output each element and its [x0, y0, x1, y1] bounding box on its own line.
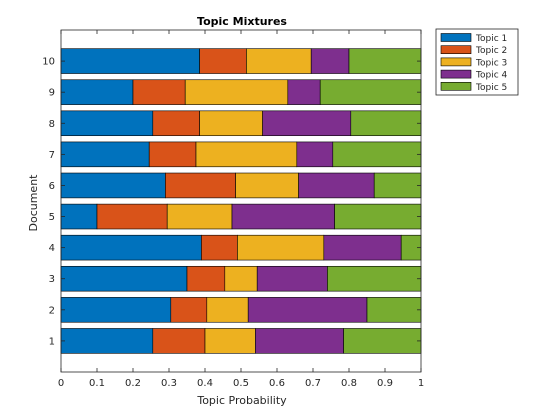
- y-tick-label: 10: [42, 57, 55, 68]
- x-tick-label: 0: [58, 378, 64, 389]
- bar-doc-5-topic-3: [166, 203, 233, 230]
- bar-doc-7-topic-5: [332, 141, 422, 168]
- y-tick-label: 7: [49, 150, 55, 161]
- legend: Topic 1 Topic 2 Topic 3 Topic 4 Topic 5: [435, 28, 519, 96]
- x-tick-label: 0.6: [269, 378, 285, 389]
- bar-doc-9-topic-1: [60, 79, 134, 105]
- bar-doc-1-topic-2: [152, 328, 206, 354]
- bar-doc-6-topic-2: [165, 172, 236, 199]
- x-tick-label: 0.4: [197, 378, 213, 389]
- bar-doc-3-topic-1: [60, 265, 188, 292]
- bar-doc-5-topic-5: [334, 203, 422, 230]
- bar-doc-5-topic-4: [231, 203, 335, 230]
- bar-doc-2-topic-4: [247, 297, 368, 323]
- y-tick-label: 1: [49, 336, 55, 347]
- bar-doc-8-topic-5: [350, 110, 422, 137]
- bar-doc-5-topic-1: [60, 203, 98, 230]
- bar-doc-7-topic-3: [195, 141, 298, 168]
- bar-doc-3-topic-5: [327, 265, 422, 292]
- bar-doc-9-topic-3: [184, 79, 289, 105]
- bar-doc-8-topic-3: [199, 110, 263, 137]
- bar-doc-7-topic-2: [148, 141, 197, 168]
- y-tick-label: 2: [49, 305, 55, 316]
- legend-label-topic-2: Topic 2: [475, 46, 507, 56]
- x-tick-label: 0.3: [161, 378, 177, 389]
- y-tick-label: 8: [49, 119, 55, 130]
- bar-doc-4-topic-1: [60, 234, 202, 261]
- legend-swatch-topic-3: [440, 57, 472, 67]
- bar-doc-1-topic-3: [204, 328, 256, 354]
- y-tick-label: 6: [49, 181, 55, 192]
- y-tick-label: 9: [49, 88, 55, 99]
- bar-doc-6-topic-5: [373, 172, 422, 199]
- legend-label-topic-1: Topic 1: [475, 34, 507, 44]
- bar-doc-8-topic-2: [152, 110, 200, 137]
- legend-swatch-topic-4: [440, 69, 472, 79]
- bar-doc-4-topic-2: [201, 234, 238, 261]
- bar-doc-4-topic-3: [237, 234, 325, 261]
- x-tick-label: 1: [418, 378, 424, 389]
- bar-doc-8-topic-4: [262, 110, 352, 137]
- bar-doc-3-topic-4: [256, 265, 328, 292]
- bar-doc-10-topic-3: [246, 48, 312, 74]
- legend-label-topic-3: Topic 3: [475, 58, 507, 68]
- bar-doc-9-topic-5: [319, 79, 422, 105]
- bar-doc-9-topic-4: [287, 79, 321, 105]
- legend-swatch-topic-1: [440, 33, 472, 42]
- bar-doc-8-topic-1: [60, 110, 154, 137]
- bar-doc-4-topic-4: [323, 234, 402, 261]
- bar-doc-2-topic-1: [60, 297, 172, 323]
- bar-doc-6-topic-1: [60, 172, 166, 199]
- bar-doc-2-topic-5: [366, 297, 422, 323]
- bar-doc-5-topic-2: [96, 203, 168, 230]
- bar-doc-2-topic-2: [170, 297, 208, 323]
- x-tick-label: 0.2: [125, 378, 141, 389]
- bar-doc-10-topic-1: [60, 48, 200, 74]
- x-tick-label: 0.7: [305, 378, 321, 389]
- legend-swatch-topic-2: [440, 45, 472, 55]
- x-axis-title: Topic Probability: [196, 394, 287, 407]
- bar-doc-3-topic-3: [224, 265, 258, 292]
- bar-doc-1-topic-4: [255, 328, 344, 354]
- bar-doc-3-topic-2: [186, 265, 226, 292]
- bar-doc-1-topic-5: [343, 328, 422, 354]
- bar-doc-9-topic-2: [132, 79, 186, 105]
- legend-label-topic-5: Topic 5: [475, 83, 507, 93]
- x-tick-label: 0.9: [377, 378, 393, 389]
- bar-doc-10-topic-5: [348, 48, 422, 74]
- x-tick-label: 0.5: [233, 378, 249, 389]
- y-axis-title: Document: [27, 174, 40, 232]
- x-tick-label: 0.1: [89, 378, 105, 389]
- y-tick-label: 5: [49, 212, 55, 223]
- bar-doc-6-topic-4: [298, 172, 375, 199]
- bar-doc-7-topic-1: [60, 141, 150, 168]
- chart-title: Topic Mixtures: [197, 15, 287, 28]
- bar-doc-1-topic-1: [60, 328, 154, 354]
- y-tick-label: 4: [49, 243, 55, 254]
- bar-doc-7-topic-4: [296, 141, 334, 168]
- plot-area: 0 0.1 0.2 0.3 0.4 0.5 0.6 0.7 0.8 0.9 1 1 2 3 4 5 6 7 8 9 10: [42, 29, 424, 389]
- bar-doc-10-topic-4: [310, 48, 350, 74]
- x-tick-label: 0.8: [341, 378, 357, 389]
- legend-swatch-topic-5: [440, 82, 472, 91]
- bar-doc-10-topic-2: [199, 48, 247, 74]
- bar-doc-6-topic-3: [235, 172, 299, 199]
- y-tick-label: 3: [49, 274, 55, 285]
- bar-doc-2-topic-3: [206, 297, 249, 323]
- legend-label-topic-4: Topic 4: [475, 71, 507, 81]
